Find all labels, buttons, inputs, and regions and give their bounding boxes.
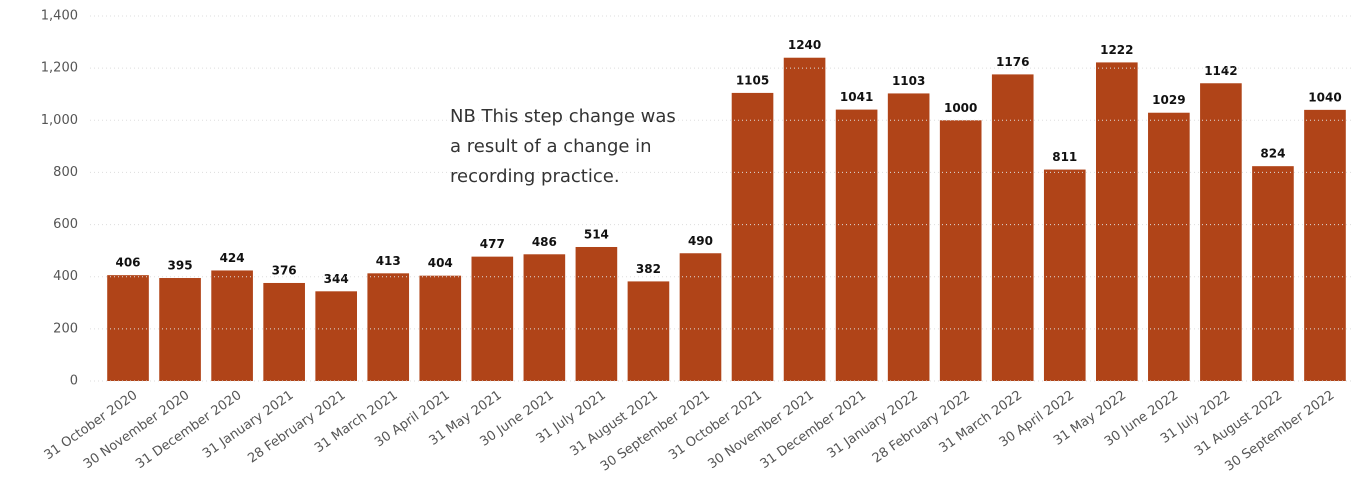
bar [1304, 109, 1346, 381]
bar [263, 282, 305, 381]
y-tick-label: 600 [53, 217, 78, 232]
bar [627, 281, 670, 381]
bar [939, 120, 982, 382]
value-label: 404 [428, 256, 453, 270]
value-label: 824 [1260, 147, 1285, 161]
bar [419, 275, 462, 381]
value-label: 1105 [736, 73, 769, 87]
y-tick-label: 0 [70, 374, 78, 389]
value-label: 424 [220, 251, 245, 265]
bar [471, 256, 514, 381]
x-tick-label: 28 February 2021 [245, 388, 348, 467]
value-label: 1103 [892, 74, 925, 88]
bar [1148, 112, 1190, 381]
value-label: 1000 [944, 101, 977, 115]
y-tick-label: 1,400 [41, 9, 78, 24]
bar [679, 253, 722, 381]
annotation: NB This step change was [450, 106, 676, 127]
value-label: 1040 [1308, 90, 1341, 104]
y-tick-label: 1,000 [41, 113, 78, 128]
value-label: 514 [584, 227, 609, 241]
annotation: a result of a change in [450, 136, 652, 157]
y-tick-label: 1,200 [41, 61, 78, 76]
value-label: 1142 [1204, 64, 1237, 78]
y-tick-label: 200 [53, 321, 78, 336]
value-label: 1041 [840, 90, 873, 104]
value-label: 382 [636, 262, 661, 276]
annotation: recording practice. [450, 166, 620, 187]
bar [991, 74, 1034, 382]
x-tick-label: 31 January 2022 [825, 388, 921, 462]
value-label: 395 [168, 259, 193, 273]
bar [211, 270, 253, 381]
x-tick-label: 31 August 2022 [1192, 388, 1285, 460]
value-label: 413 [376, 254, 401, 268]
bar [1252, 166, 1294, 381]
bar [1043, 169, 1086, 381]
bar [107, 275, 149, 381]
value-label: 490 [688, 234, 713, 248]
value-label: 344 [324, 272, 349, 286]
bar [1095, 62, 1138, 382]
x-tick-label: 31 January 2021 [200, 388, 296, 462]
bar [887, 93, 930, 382]
x-tick-label: 28 February 2022 [870, 388, 973, 467]
bar [783, 57, 826, 381]
value-label: 486 [532, 235, 557, 249]
bar [1200, 83, 1242, 381]
y-tick-label: 400 [53, 269, 78, 284]
bar [523, 254, 566, 381]
value-label: 477 [480, 237, 505, 251]
value-label: 376 [272, 263, 297, 277]
y-tick-label: 800 [53, 165, 78, 180]
bar [159, 278, 201, 381]
value-label: 406 [115, 256, 140, 270]
bar [575, 246, 618, 381]
value-label: 811 [1052, 150, 1077, 164]
bar [731, 92, 774, 382]
value-label: 1222 [1100, 43, 1133, 57]
value-label: 1029 [1152, 93, 1185, 107]
value-label: 1176 [996, 55, 1029, 69]
bar [315, 291, 358, 381]
x-tick-label: 31 August 2021 [567, 388, 660, 460]
value-label: 1240 [788, 38, 821, 52]
bar [367, 273, 410, 381]
bar [835, 109, 878, 381]
